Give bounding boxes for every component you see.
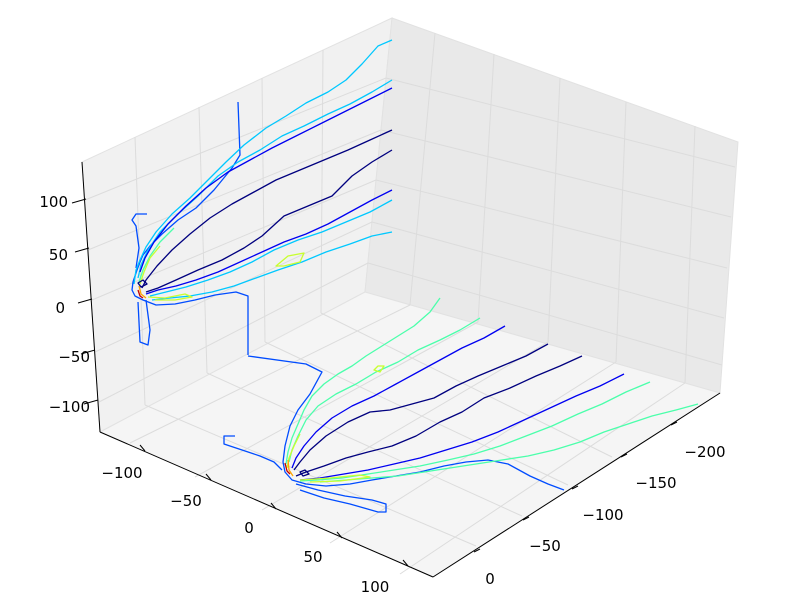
axis-lines	[71, 161, 721, 578]
y-tick-label: −100	[101, 464, 142, 482]
floor-contour	[295, 355, 583, 477]
wall-contour	[139, 87, 393, 273]
floor-contour	[299, 469, 310, 477]
wall-contour	[137, 279, 148, 288]
x-tick-label: −150	[635, 474, 676, 492]
floor-contour	[285, 297, 441, 465]
z-tick-label: −100	[49, 398, 90, 416]
floor-contour	[288, 317, 481, 463]
wall-contour	[137, 289, 144, 299]
y-tick-label: −50	[170, 492, 202, 510]
wall-contour	[141, 129, 393, 289]
floor-contour	[293, 343, 549, 471]
y-axis-line	[99, 431, 434, 578]
z-axis-line	[81, 161, 101, 433]
floor-contour-bracket	[223, 435, 387, 513]
wall-contour-bracket	[131, 213, 151, 346]
x-tick-label: −100	[582, 506, 623, 524]
wall-contour	[149, 199, 393, 297]
wall-contour	[138, 227, 175, 283]
floor-contour	[299, 381, 651, 482]
z-tick-label: −50	[58, 348, 90, 366]
wall-contour	[139, 245, 193, 301]
wall-contour	[137, 79, 393, 279]
floor-contour	[299, 373, 625, 481]
y-tick-labels: −100 −50 0 50 100	[101, 464, 389, 596]
x-tick-label: −50	[529, 537, 561, 555]
y-tick-label: 50	[303, 548, 322, 566]
y-tick-label: 0	[244, 519, 254, 537]
wall-contour	[133, 39, 393, 285]
wall-contour	[145, 149, 393, 293]
x-tick-label: 0	[485, 570, 495, 588]
x-axis-line	[432, 392, 721, 578]
floor-contour	[287, 459, 294, 477]
floor-contour	[284, 462, 291, 475]
z-tick-label: 0	[55, 299, 65, 317]
floor-contour	[373, 365, 385, 373]
y-tick-label: 100	[361, 578, 390, 596]
floor-contour	[319, 403, 699, 483]
floor-contour	[291, 325, 506, 469]
wall-contour	[145, 189, 393, 295]
wall-contour	[151, 231, 393, 301]
x-tick-label: −200	[684, 443, 725, 461]
x-tick-labels: −200 −150 −100 −50 0	[485, 443, 725, 588]
z-tick-labels: 100 50 0 −50 −100	[39, 193, 90, 416]
wall-contours	[131, 39, 393, 355]
z-tick-label: 100	[39, 193, 68, 211]
floor-contours	[223, 297, 699, 513]
wall-contour	[275, 252, 305, 267]
z-tick-label: 50	[49, 246, 68, 264]
wall-contour	[138, 285, 147, 299]
